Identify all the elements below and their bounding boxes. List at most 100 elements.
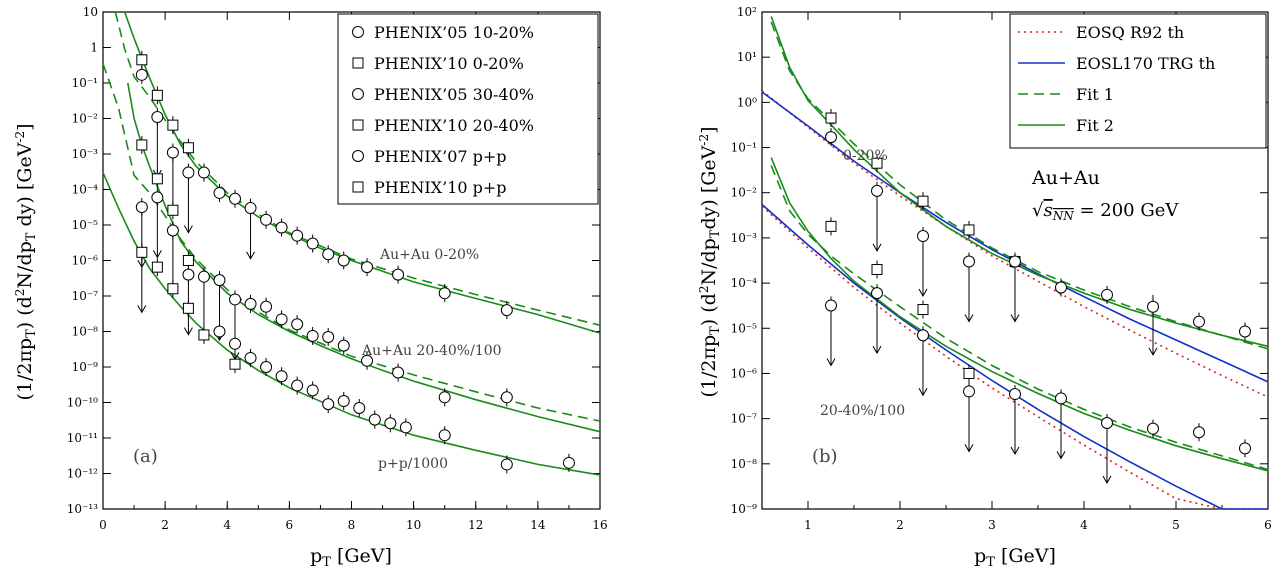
data-point-circle [197, 166, 210, 179]
curve-solid [761, 203, 1268, 510]
legend-label: PHENIX’07 p+p [374, 147, 507, 166]
data-point-square [871, 157, 883, 169]
data-point-square [871, 263, 883, 275]
data-point-circle [917, 230, 929, 243]
data-point-circle [166, 146, 179, 159]
y-tick-label: 10⁰ [737, 95, 757, 109]
upper-limit-arrowhead [152, 250, 162, 259]
curve-solid [102, 172, 601, 476]
y-tick-label: 10⁻⁷ [731, 412, 758, 426]
x-tick-label: 3 [988, 518, 996, 532]
x-tick-label: 10 [406, 518, 421, 532]
panel-a: 0 2 4 6 8 10 12 14 16 10 1 10⁻¹ 10⁻² 10⁻³ 10⁻⁴ 10⁻⁵ 10⁻⁶… [13, 5, 608, 569]
data-point-circle [244, 202, 257, 215]
data-point-circle [229, 192, 242, 205]
data-point-circle [1101, 417, 1113, 430]
y-tick-label: 10⁻⁴ [731, 276, 758, 290]
data-point-circle [1147, 422, 1159, 435]
y-tick-label: 10¹ [737, 50, 757, 64]
x-tick-label: 4 [223, 518, 231, 532]
panel-label-b: (b) [812, 446, 838, 467]
data-point-circle [213, 186, 226, 199]
data-point-circle [213, 274, 226, 287]
data-point-circle [1009, 255, 1021, 268]
data-point-circle [438, 391, 451, 404]
upper-limit-arrowhead [964, 314, 974, 323]
y-tick-label: 10⁻¹² [67, 467, 98, 481]
curve-solid [123, 11, 601, 334]
annotation-pp: p+p/1000 [378, 456, 448, 472]
data-point-circle [361, 261, 374, 274]
legend-label: EOSQ R92 th [1076, 23, 1184, 42]
data-point-square [963, 367, 975, 379]
data-point-circle [135, 68, 148, 81]
data-point-square [182, 255, 194, 266]
data-point-circle [197, 270, 210, 283]
x-tick-label: 8 [348, 518, 356, 532]
data-point-circle [871, 287, 883, 300]
data-point-square [917, 304, 929, 316]
y-tick-label: 10⁻⁵ [72, 218, 99, 232]
data-point-circle [1009, 388, 1021, 401]
y-tick-label: 10⁻⁹ [731, 502, 758, 516]
upper-limit-arrowhead [1010, 446, 1020, 456]
data-point-circle [337, 339, 350, 352]
y-tick-label: 10 [83, 5, 98, 19]
x-axis-label-b: pT [GeV] [974, 545, 1056, 569]
data-point-circle [1055, 392, 1067, 405]
legend-label: PHENIX’05 30-40% [374, 85, 534, 104]
panel-label-a: (a) [133, 446, 158, 467]
legend-marker-square [352, 181, 364, 193]
x-tick-label: 2 [161, 518, 169, 532]
data-point-circle [275, 370, 288, 383]
upper-limit-arrowhead [183, 327, 193, 336]
data-point-circle [306, 237, 319, 250]
y-tick-label: 10⁻⁸ [72, 325, 99, 339]
data-point-circle [213, 325, 226, 338]
y-tick-label: 10² [737, 5, 757, 19]
upper-limit-arrowhead [918, 388, 928, 397]
data-point-square [825, 220, 837, 232]
data-point-circle [260, 300, 273, 313]
data-point-circle [361, 354, 374, 367]
data-point-square [963, 224, 975, 236]
data-point-square [182, 302, 194, 314]
data-point-square [136, 139, 148, 151]
legend-label: EOSL170 TRG th [1076, 54, 1215, 73]
data-point-circle [151, 111, 164, 124]
data-point-circle [260, 361, 273, 373]
curve-solid [770, 157, 1269, 472]
data-point-circle [244, 351, 257, 364]
data-point-square [136, 54, 148, 66]
y-tick-label: 10⁻² [731, 186, 758, 200]
legend-marker-square [352, 57, 364, 69]
data-point-circle [963, 385, 975, 398]
x-tick-label: 0 [99, 518, 107, 532]
y-axis-label-a: (1/2πpT) (d2N/dpT dy) [GeV-2] [13, 123, 39, 400]
fit-curves-a [102, 11, 601, 476]
y-tick-label: 10⁻³ [731, 231, 758, 245]
x-tick-label: 12 [468, 518, 483, 532]
y-tick-label: 10⁻⁷ [72, 289, 99, 303]
axis-ticks-b: 1 2 3 4 5 6 10² 10¹ 10⁰ 10⁻¹ 10⁻² 10⁻³ 10⁻⁴ 10⁻⁵ 10⁻⁶ 1… [731, 5, 1272, 532]
data-point-circle [229, 293, 242, 306]
data-point-circle [1101, 288, 1113, 301]
data-point-circle [500, 391, 513, 404]
data-point-circle [1055, 281, 1067, 294]
data-point-circle [1193, 315, 1205, 328]
data-point-circle [322, 330, 335, 343]
upper-limit-arrowhead [1056, 451, 1066, 460]
upper-limit-arrowhead [137, 305, 147, 314]
data-point-circle [291, 379, 304, 392]
data-point-circle [963, 255, 975, 268]
legend-frame-a [337, 13, 599, 205]
data-point-square [151, 89, 163, 101]
x-tick-label: 14 [530, 518, 546, 532]
y-tick-label: 10⁻¹³ [67, 502, 98, 516]
x-tick-label: 5 [1172, 518, 1180, 532]
data-point-square [151, 173, 163, 185]
data-point-circle [182, 268, 195, 281]
data-point-circle [166, 224, 179, 237]
annotation-mid-b: 20-40%/100 [820, 403, 905, 419]
upper-limit-arrowhead [1148, 347, 1158, 356]
